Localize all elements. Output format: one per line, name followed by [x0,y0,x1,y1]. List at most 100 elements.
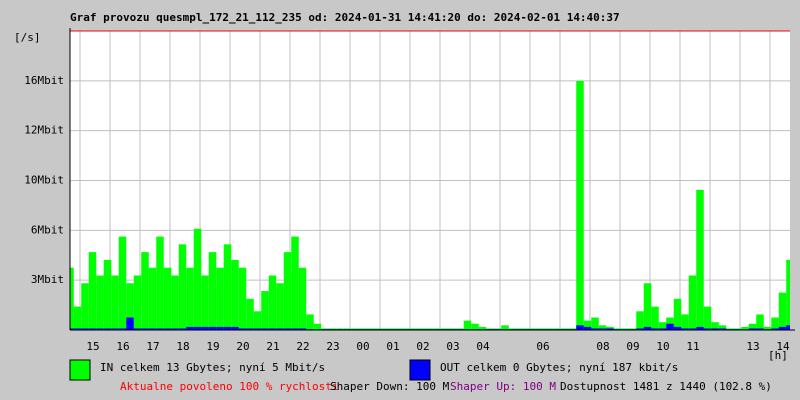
bar [261,291,269,330]
bar [133,328,142,330]
bar [96,328,104,330]
bar [81,283,89,330]
x-tick-label: 04 [476,340,490,353]
bar [126,283,134,330]
bar [276,283,284,330]
bar [643,283,652,330]
x-tick-label: 17 [146,340,159,353]
bar [598,325,607,330]
x-tick-label: 22 [296,340,309,353]
bar [306,314,314,330]
x-tick-label: 08 [596,340,609,353]
bar [156,236,164,330]
bar [718,328,727,330]
bar [148,267,157,330]
bar [156,328,164,330]
bar [501,325,509,330]
bar [133,275,142,330]
x-axis-label: [h] [768,349,788,362]
bar [718,325,727,330]
bar [583,326,592,330]
bar [598,328,607,330]
bar [298,328,307,330]
footer-text: Shaper Up: 100 M [450,380,556,393]
bar [778,326,787,330]
bar [223,244,232,330]
bar [786,325,790,330]
bar [88,252,97,330]
bar [291,236,299,330]
bar [666,323,674,330]
bar [283,252,292,330]
bar [688,275,697,330]
bar [118,236,127,330]
bar [141,252,149,330]
y-tick-label: 16Mbit [24,74,64,87]
footer-text: Shaper Down: 100 M [330,380,450,393]
bar [591,317,599,330]
bar [651,306,659,330]
bar [246,298,254,330]
bar [681,314,689,330]
bar [118,328,127,330]
bar [786,259,790,330]
bar [658,322,667,330]
bar [268,328,277,330]
x-tick-label: 20 [236,340,249,353]
bar [298,267,307,330]
x-tick-label: 18 [176,340,189,353]
bar [741,326,749,330]
bar [576,80,584,330]
x-tick-label: 13 [746,340,759,353]
bar [70,328,74,330]
bar [283,328,292,330]
bar [178,328,187,330]
bar [111,275,119,330]
legend-swatch [409,359,431,381]
bar [253,328,262,330]
footer-text: Aktualne povoleno 100 % rychlosti [120,380,339,393]
bar [771,328,779,330]
bar [763,326,772,330]
x-tick-label: 10 [656,340,669,353]
bar [186,267,194,330]
bar [201,275,209,330]
bar [208,252,217,330]
y-tick-label: 12Mbit [24,124,64,137]
bar [748,323,757,330]
y-axis-label: [/s] [14,31,41,44]
bar [73,306,82,330]
y-tick-label: 6Mbit [31,223,64,236]
bar [276,328,284,330]
bar [96,275,104,330]
bar [463,320,472,330]
bar [178,244,187,330]
x-tick-label: 23 [326,340,339,353]
bar [193,326,202,330]
bar [216,326,224,330]
bar [636,311,644,330]
bar [696,326,704,330]
legend-label: IN celkem 13 Gbytes; nyní 5 Mbit/s [100,361,325,374]
bar [703,328,712,330]
bar [313,323,322,330]
x-tick-label: 09 [626,340,639,353]
bar [163,267,172,330]
y-tick-label: 3Mbit [31,273,64,286]
bar [238,267,247,330]
bar [186,326,194,330]
chart-title: Graf provozu quesmpl_172_21_112_235 od: … [70,11,620,24]
bar [126,317,134,330]
bar [171,275,179,330]
bar [478,326,487,330]
bar [471,323,479,330]
x-tick-label: 16 [116,340,129,353]
bar [103,328,112,330]
x-tick-label: 11 [686,340,699,353]
x-tick-label: 01 [386,340,399,353]
bar [141,328,149,330]
bar [771,317,779,330]
x-tick-label: 00 [356,340,369,353]
bar [193,228,202,330]
